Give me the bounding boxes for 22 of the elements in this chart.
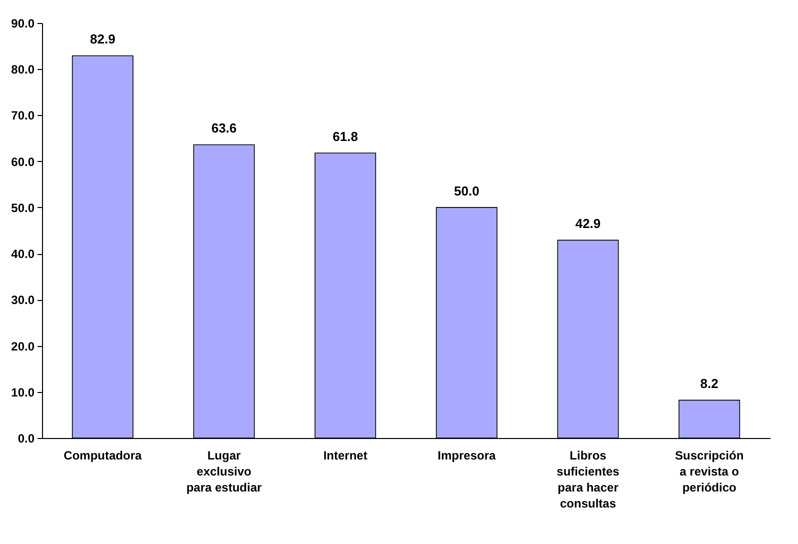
x-tick-label: Computadora bbox=[64, 448, 142, 462]
y-tick-label: 10.0 bbox=[11, 385, 35, 400]
data-label: 63.6 bbox=[211, 120, 237, 136]
y-tick-label: 70.0 bbox=[11, 108, 35, 123]
y-tick-label: 40.0 bbox=[11, 247, 35, 262]
data-label: 8.2 bbox=[700, 376, 718, 392]
y-tick-label: 80.0 bbox=[11, 62, 35, 77]
x-tick-label: Libros suficientes para hacer consultas bbox=[556, 448, 620, 510]
y-tick-label: 60.0 bbox=[11, 154, 35, 169]
x-tick-label: Lugar exclusivo para estudiar bbox=[186, 448, 262, 494]
x-tick-label: Impresora bbox=[438, 448, 496, 462]
y-tick-label: 50.0 bbox=[11, 200, 35, 215]
y-tick-label: 90.0 bbox=[11, 16, 35, 30]
y-tick-label: 30.0 bbox=[11, 293, 35, 308]
x-tick-label: Internet bbox=[323, 448, 368, 462]
data-label: 42.9 bbox=[575, 216, 601, 232]
y-tick-label: 20.0 bbox=[11, 339, 35, 354]
data-label: 50.0 bbox=[454, 183, 480, 198]
y-tick-label: 0.0 bbox=[18, 432, 35, 446]
data-label: 61.8 bbox=[332, 129, 358, 144]
x-tick-label: Suscripción a revista o periódico bbox=[674, 448, 744, 494]
data-label: 82.9 bbox=[90, 32, 116, 47]
